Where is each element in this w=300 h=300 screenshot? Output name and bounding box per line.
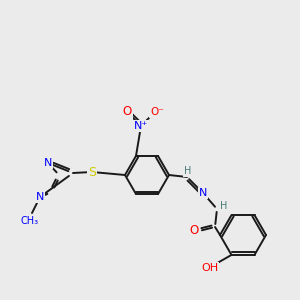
Text: H: H <box>220 201 228 211</box>
Text: S: S <box>88 166 96 178</box>
Text: CH₃: CH₃ <box>21 216 39 226</box>
Text: N: N <box>199 188 207 198</box>
Text: H: H <box>184 166 192 176</box>
Text: O: O <box>189 224 199 238</box>
Text: N: N <box>44 158 52 168</box>
Text: O⁻: O⁻ <box>150 107 164 117</box>
Text: OH: OH <box>201 263 218 273</box>
Text: O: O <box>122 105 132 119</box>
Text: N⁺: N⁺ <box>134 121 148 131</box>
Text: N: N <box>36 192 44 202</box>
